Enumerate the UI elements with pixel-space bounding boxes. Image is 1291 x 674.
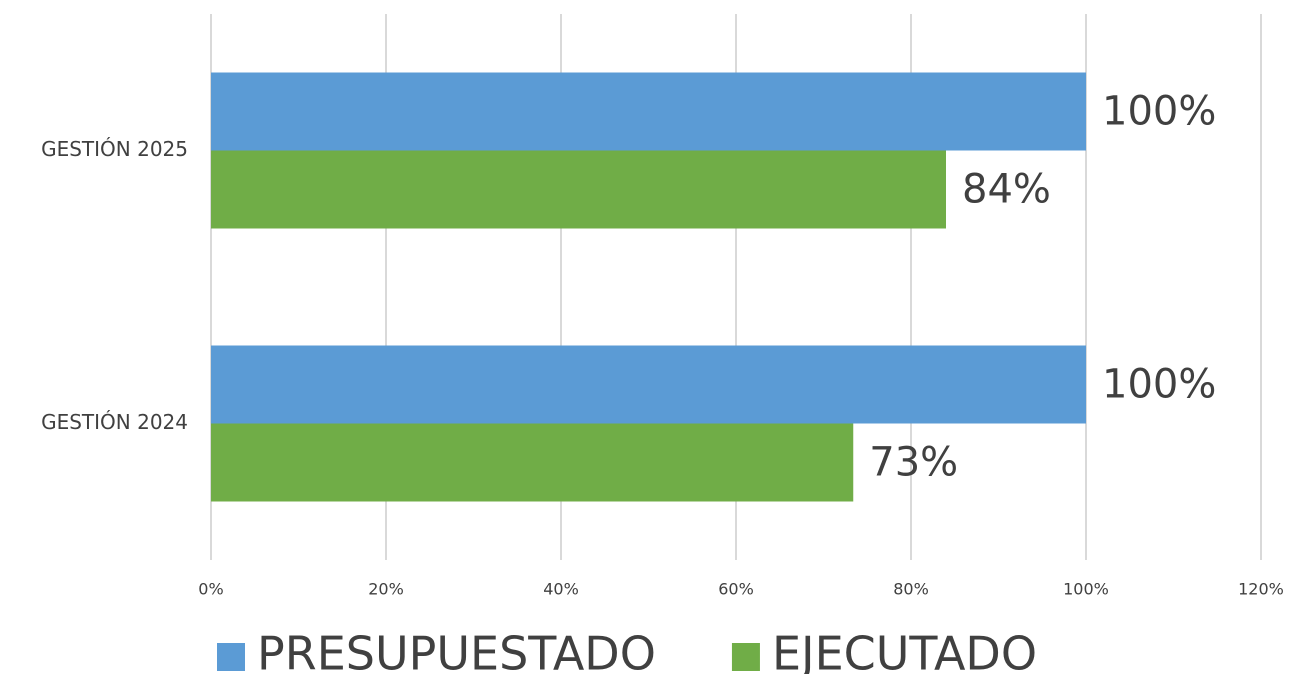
- category-label: GESTIÓN 2024: [41, 410, 188, 434]
- value-label: 100%: [1102, 362, 1216, 408]
- legend-swatch: [217, 643, 245, 671]
- value-label: 73%: [869, 440, 958, 486]
- bar: [211, 423, 854, 502]
- x-tick-label: 60%: [718, 580, 754, 599]
- legend-swatch: [731, 643, 760, 671]
- value-label: 100%: [1102, 89, 1216, 135]
- x-tick-label: 120%: [1238, 580, 1284, 599]
- legend-label: EJECUTADO: [772, 627, 1037, 674]
- x-tick-label: 40%: [543, 580, 579, 599]
- value-label: 84%: [962, 167, 1051, 213]
- bar: [211, 72, 1086, 151]
- category-label: GESTIÓN 2025: [41, 137, 188, 161]
- x-tick-label: 0%: [198, 580, 223, 599]
- x-tick-label: 80%: [893, 580, 929, 599]
- legend-label: PRESUPUESTADO: [257, 627, 656, 674]
- x-tick-label: 20%: [368, 580, 404, 599]
- bar: [211, 150, 946, 229]
- bar: [211, 345, 1086, 424]
- x-tick-label: 100%: [1063, 580, 1109, 599]
